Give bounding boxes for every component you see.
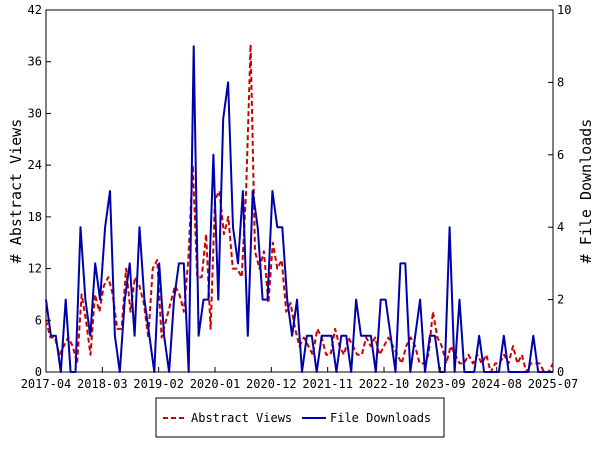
plot-frame [45,9,554,373]
series-layer [45,43,554,373]
x-tick-label: 2022-10 [359,377,410,391]
x-tick-label: 2021-11 [302,377,353,391]
y-left-tick-label: 36 [28,55,42,69]
y-left-tick-label: 30 [28,106,42,120]
x-tick-label: 2019-02 [133,377,184,391]
y-left-tick-label: 0 [35,365,42,379]
y-right-tick-label: 0 [557,365,564,379]
y-right-tick-label: 10 [557,3,571,17]
legend-box [155,397,445,438]
x-tick-label: 2020-12 [246,377,297,391]
y-right-tick-label: 8 [557,75,564,89]
x-tick-label: 2020-01 [190,377,241,391]
y-left-tick-label: 24 [28,158,42,172]
series-line-file-downloads [45,45,553,373]
y-right-axis-title: # File Downloads [577,119,595,264]
y-left-tick-label: 42 [28,3,42,17]
y-right-tick-label: 6 [557,148,564,162]
x-tick-label: 2023-09 [415,377,466,391]
plot-area [45,9,554,373]
y-left-tick-label: 12 [28,262,42,276]
y-right-tick-label: 2 [557,293,564,307]
y-left-axis-title: # Abstract Views [7,119,25,264]
y-left-tick-label: 6 [35,313,42,327]
legend: Abstract Views File Downloads [155,397,445,438]
x-tick-label: 2017-04 [21,377,72,391]
legend-label-abstract-views: Abstract Views [191,411,292,425]
legend-label-file-downloads: File Downloads [330,411,431,425]
x-tick-label: 2024-08 [471,377,522,391]
x-tick-label: 2018-03 [77,377,128,391]
x-tick-label: 2025-07 [528,377,579,391]
y-left-tick-label: 18 [28,210,42,224]
y-right-tick-label: 4 [557,220,564,234]
